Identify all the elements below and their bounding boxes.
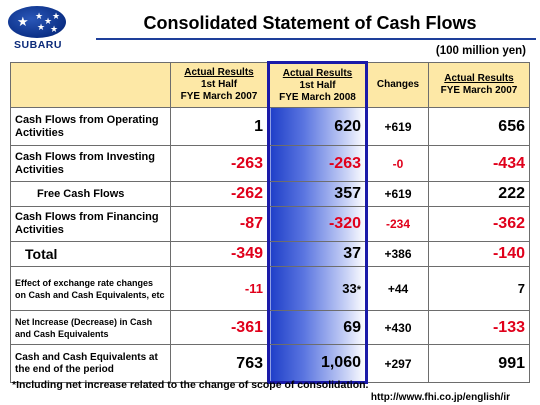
cell-h1-2007: -262 bbox=[170, 181, 269, 207]
row-label: Cash and Cash Equivalents at the end of … bbox=[10, 344, 171, 383]
cell-h1-2007: 1 bbox=[170, 107, 269, 146]
cell-h1-2008: -263 bbox=[267, 145, 368, 182]
header-changes-label: Changes bbox=[376, 79, 420, 90]
table-row-net-increase: Net Increase (Decrease) in Cash and Cash… bbox=[10, 310, 530, 345]
row-label: Net Increase (Decrease) in Cash and Cash… bbox=[10, 310, 171, 345]
table-row-end-balance: Cash and Cash Equivalents at the end of … bbox=[10, 344, 530, 384]
cell-fy2007: -434 bbox=[428, 145, 530, 182]
cell-fy2007: -362 bbox=[428, 206, 530, 242]
cell-change: -234 bbox=[366, 206, 429, 242]
cell-change: -0 bbox=[366, 145, 429, 182]
cell-fy2007: -140 bbox=[428, 241, 530, 267]
ir-url[interactable]: http://www.fhi.co.jp/english/ir bbox=[370, 392, 510, 403]
table-header-row: Actual Results 1st Half FYE March 2007 A… bbox=[10, 61, 530, 108]
cell-change: +297 bbox=[366, 344, 429, 383]
cell-fy2007: -133 bbox=[428, 310, 530, 345]
cell-h1-2008: 37 bbox=[267, 241, 368, 267]
header-h1-fye2008-line3: FYE March 2008 bbox=[279, 91, 356, 103]
cell-h1-2007: -87 bbox=[170, 206, 269, 242]
row-label: Free Cash Flows bbox=[10, 181, 171, 207]
cell-change: +619 bbox=[366, 181, 429, 207]
unit-label: (100 million yen) bbox=[435, 45, 526, 57]
title-underline bbox=[96, 38, 536, 40]
header-blank-cell bbox=[10, 62, 171, 108]
cell-change: +44 bbox=[366, 266, 429, 311]
cell-fy2007: 991 bbox=[428, 344, 530, 383]
cell-h1-2008: 357 bbox=[267, 181, 368, 207]
cell-change: +386 bbox=[366, 241, 429, 267]
cell-change: +430 bbox=[366, 310, 429, 345]
cell-fy2007: 222 bbox=[428, 181, 530, 207]
header-fye2007: Actual Results FYE March 2007 bbox=[428, 62, 530, 108]
header-h1-fye2007: Actual Results 1st Half FYE March 2007 bbox=[170, 62, 269, 108]
row-label: Total bbox=[10, 241, 171, 267]
cell-h1-2008: -320 bbox=[267, 206, 368, 242]
table-row-operating: Cash Flows from Operating Activities 1 6… bbox=[10, 107, 530, 146]
cell-h1-2008: 620 bbox=[267, 107, 368, 146]
cell-h1-2008: 69 bbox=[267, 310, 368, 345]
cell-h1-2007: 763 bbox=[170, 344, 269, 383]
cell-change: +619 bbox=[366, 107, 429, 146]
cell-fy2007: 656 bbox=[428, 107, 530, 146]
cell-h1-2007: -11 bbox=[170, 266, 269, 311]
cell-h1-2007: -263 bbox=[170, 145, 269, 182]
table-row-free-cash: Free Cash Flows -262 357 +619 222 bbox=[10, 181, 530, 207]
header-h1-fye2007-line1: Actual Results bbox=[184, 67, 254, 78]
table-row-total: Total -349 37 +386 -140 bbox=[10, 241, 530, 267]
cell-fy2007: 7 bbox=[428, 266, 530, 311]
row-label: Cash Flows from Financing Activities bbox=[10, 206, 171, 242]
header-h1-fye2007-line2: 1st Half bbox=[200, 79, 238, 90]
row-label: Cash Flows from Operating Activities bbox=[10, 107, 171, 146]
header-h1-fye2007-line3: FYE March 2007 bbox=[180, 91, 258, 102]
header-changes: Changes bbox=[366, 62, 429, 108]
header-h1-fye2008: Actual Results 1st Half FYE March 2008 bbox=[267, 61, 368, 108]
cash-flow-table: Actual Results 1st Half FYE March 2007 A… bbox=[10, 61, 530, 384]
table-row-investing: Cash Flows from Investing Activities -26… bbox=[10, 145, 530, 182]
table-row-financing: Cash Flows from Financing Activities -87… bbox=[10, 206, 530, 242]
pleiades-star-emblem: ★ ★ ★ ★ ★ ★ bbox=[8, 6, 66, 38]
footnote: *Including net increase related to the c… bbox=[12, 379, 369, 391]
header-fye2007-line3: FYE March 2007 bbox=[440, 85, 518, 96]
footnote-marker: * bbox=[356, 284, 361, 296]
table-row-fx-effect: Effect of exchange rate changes on Cash … bbox=[10, 266, 530, 311]
row-label: Cash Flows from Investing Activities bbox=[10, 145, 171, 182]
cell-h1-2008-value: 33 bbox=[342, 281, 357, 296]
cell-h1-2007: -361 bbox=[170, 310, 269, 345]
cell-h1-2008: 1,060 bbox=[267, 344, 368, 384]
header-h1-fye2008-line1: Actual Results bbox=[282, 67, 353, 79]
cell-h1-2008: 33* bbox=[267, 266, 368, 311]
header-h1-fye2008-line2: 1st Half bbox=[299, 79, 336, 91]
cell-h1-2007: -349 bbox=[170, 241, 269, 267]
logo-wordmark: SUBARU bbox=[14, 39, 62, 51]
page-title: Consolidated Statement of Cash Flows bbox=[143, 13, 477, 33]
header-fye2007-line1: Actual Results bbox=[444, 73, 514, 84]
subaru-logo: ★ ★ ★ ★ ★ ★ SUBARU bbox=[6, 4, 70, 52]
row-label: Effect of exchange rate changes on Cash … bbox=[10, 266, 171, 311]
